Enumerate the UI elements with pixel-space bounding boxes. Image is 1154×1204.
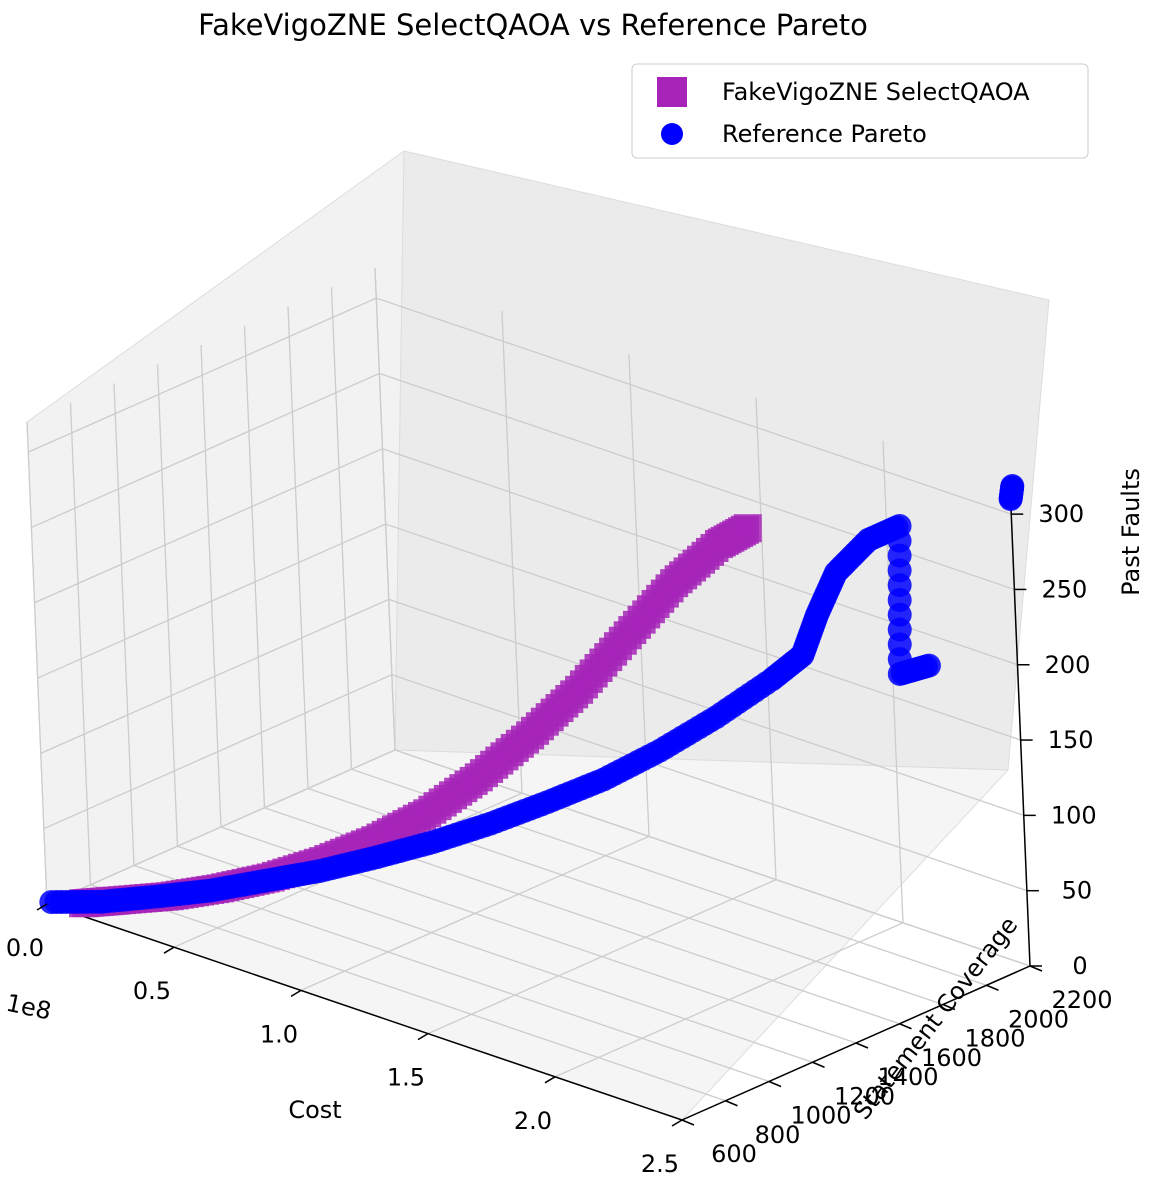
- y-tick-mark: [681, 1119, 695, 1126]
- grid-line: [755, 397, 777, 880]
- series-reference-pareto: [39, 474, 1025, 915]
- grid-line: [287, 306, 309, 789]
- grid-line: [391, 674, 1028, 892]
- x-tick-mark: [36, 903, 48, 911]
- legend-marker-circle: [661, 123, 683, 145]
- grid-line: [26, 421, 48, 905]
- grid-line: [200, 344, 222, 828]
- x-tick-label: 2.5: [641, 1150, 679, 1178]
- y-axis-label: Statement Coverage: [848, 911, 1023, 1124]
- legend: FakeVigoZNE SelectQAOA Reference Pareto: [631, 63, 1089, 159]
- x-axis-label: Cost: [288, 1096, 341, 1124]
- grid-line: [27, 297, 377, 453]
- z-axis-label: Past Faults: [1117, 468, 1145, 596]
- grid-line: [388, 598, 1024, 816]
- grid-line: [34, 448, 383, 604]
- y-tick-label: 2200: [1051, 986, 1112, 1014]
- x-tick-label: 1.0: [260, 1020, 298, 1048]
- chart-title: FakeVigoZNE SelectQAOA vs Reference Pare…: [198, 8, 868, 42]
- z-tick-label: 250: [1041, 575, 1087, 603]
- y-tick-label: 800: [755, 1121, 801, 1149]
- z-axis-line: [1009, 483, 1031, 967]
- y-tick-mark: [725, 1100, 738, 1107]
- grid-line: [37, 523, 386, 679]
- x-tick-mark: [671, 1119, 683, 1127]
- x-axis-line: [46, 903, 683, 1121]
- legend-box: [631, 63, 1089, 159]
- z-tick-label: 0: [1072, 952, 1087, 980]
- y-tick-label: 1800: [964, 1025, 1025, 1053]
- x-offset-label: 1e8: [4, 989, 54, 1026]
- grid-line: [330, 287, 353, 770]
- y-tick-mark: [768, 1080, 782, 1088]
- z-tick-label: 150: [1048, 726, 1094, 754]
- data-point: [1000, 474, 1025, 499]
- x-tick-mark: [544, 1076, 556, 1084]
- grid-line: [40, 598, 390, 754]
- grid-line: [46, 749, 396, 905]
- grid-line: [156, 364, 179, 847]
- y-tick-mark: [1029, 965, 1043, 972]
- legend-label-reference-pareto: Reference Pareto: [722, 120, 927, 148]
- x-tick-mark: [290, 989, 302, 998]
- y-tick-mark: [986, 984, 999, 991]
- grid-line: [385, 523, 1021, 741]
- y-tick-mark: [855, 1042, 869, 1049]
- grid-line: [113, 383, 135, 866]
- y-tick-label: 600: [711, 1140, 757, 1168]
- y-tick-label: 1600: [921, 1044, 982, 1072]
- z-tick-label: 100: [1051, 801, 1097, 829]
- z-tick-label: 50: [1062, 877, 1093, 905]
- x-tick-label: 0.5: [133, 977, 171, 1005]
- y-tick-mark: [942, 1003, 956, 1011]
- y-tick-label: 2000: [1008, 1005, 1069, 1033]
- legend-label-selectqaoa: FakeVigoZNE SelectQAOA: [722, 78, 1030, 106]
- pane-walls: [26, 150, 1050, 1121]
- x-tick-label: 1.5: [387, 1064, 425, 1092]
- y-tick-label: 1200: [834, 1082, 895, 1110]
- legend-marker-square: [657, 77, 687, 107]
- y-tick-label: 1000: [790, 1102, 851, 1130]
- grid-line: [243, 325, 266, 808]
- grid-line: [501, 311, 523, 794]
- z-tick-label: 300: [1038, 500, 1084, 528]
- tick-labels: 0.00.51.01.52.02.5 6008001000120014001600…: [6, 500, 1113, 1178]
- x-tick-label: 2.0: [514, 1107, 552, 1135]
- y-tick-mark: [812, 1061, 825, 1068]
- grid-line: [394, 749, 1031, 967]
- grid-line: [43, 674, 393, 830]
- grid-line: [31, 372, 380, 529]
- z-tick-label: 200: [1045, 651, 1091, 679]
- back-pane: [394, 150, 1050, 771]
- grid-line: [69, 402, 92, 885]
- grid-line: [376, 297, 1012, 515]
- x-tick-mark: [163, 946, 175, 954]
- data-point: [733, 514, 762, 543]
- y-tick-mark: [899, 1023, 912, 1030]
- data-point: [916, 653, 941, 678]
- grid-line: [90, 884, 726, 1102]
- y-tick-label: 1400: [877, 1063, 938, 1091]
- grid-line: [374, 267, 396, 751]
- x-tick-mark: [417, 1032, 429, 1041]
- grid-line: [133, 864, 770, 1083]
- x-tick-label: 0.0: [6, 934, 44, 962]
